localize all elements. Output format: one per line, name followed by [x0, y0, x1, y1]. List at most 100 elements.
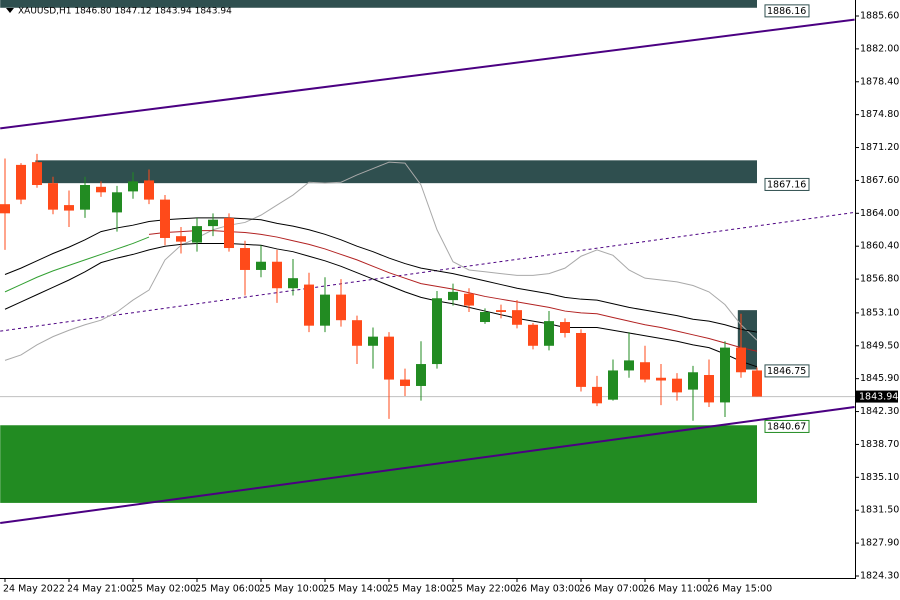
zone: [35, 160, 757, 184]
candle-body: [128, 181, 138, 192]
x-tick-label: 26 May 15:00: [707, 584, 772, 595]
candle-body: [528, 324, 538, 346]
candle-body: [624, 360, 634, 371]
y-tick-label: 1867.60: [860, 175, 899, 186]
candle-body: [112, 192, 122, 213]
y-tick-label: 1842.30: [860, 406, 899, 417]
candle-body: [64, 205, 74, 211]
y-tick-label: 1845.90: [860, 373, 899, 384]
candle-body: [656, 377, 666, 381]
price-label-box: [764, 364, 810, 378]
y-tick-label: 1874.80: [860, 109, 899, 120]
candle-body: [464, 293, 474, 306]
zone: [0, 0, 757, 8]
y-tick-label: 1882.00: [860, 43, 899, 54]
candle-body: [176, 236, 186, 242]
candle-body: [448, 291, 458, 301]
candle-body: [272, 261, 282, 289]
y-tick-label: 1831.50: [860, 505, 899, 516]
candle-body: [752, 370, 762, 397]
candle-body: [288, 278, 298, 289]
candle-body: [512, 310, 522, 325]
candle-body: [480, 311, 490, 323]
candle-body: [560, 322, 570, 333]
price-label: 1846.75: [767, 366, 806, 377]
y-tick-label: 1860.40: [860, 241, 899, 252]
candle-body: [432, 298, 442, 365]
candle-body: [672, 378, 682, 393]
y-tick-label: 1878.40: [860, 76, 899, 87]
price-label-box: [764, 177, 810, 191]
chart-title: XAUUSD,H1 1846.80 1847.12 1843.94 1843.9…: [18, 7, 232, 17]
y-tick-label: 1835.10: [860, 472, 899, 483]
price-label-box: [764, 4, 810, 18]
candle-body: [416, 364, 426, 386]
candle-body: [720, 347, 730, 403]
candle-body: [240, 248, 250, 270]
x-tick-label: 25 May 06:00: [195, 584, 260, 595]
menu-arrow[interactable]: [6, 8, 14, 13]
indicator-line: [4, 236, 150, 293]
x-tick-label: 24 May 21:00: [67, 584, 132, 595]
candle-body: [336, 294, 346, 321]
indicator-line: [4, 242, 758, 368]
candle-body: [144, 180, 154, 200]
current-price-label: 1843.94: [859, 392, 898, 403]
x-tick-label: 25 May 14:00: [323, 584, 388, 595]
x-tick-label: 26 May 11:00: [643, 584, 708, 595]
current-price-box: [856, 390, 898, 403]
x-tick-label: 25 May 10:00: [259, 584, 324, 595]
candle-body: [16, 164, 26, 200]
y-tick-label: 1838.70: [860, 439, 899, 450]
candle-body: [80, 184, 90, 210]
x-tick-label: 25 May 22:00: [451, 584, 516, 595]
candle-body: [208, 219, 218, 227]
candle-body: [0, 204, 10, 214]
candle-body: [608, 370, 618, 400]
candle-body: [320, 294, 330, 326]
price-label-box: [764, 419, 810, 433]
trend-line: [0, 405, 855, 524]
candle-body: [704, 375, 714, 403]
candle-body: [640, 362, 650, 380]
candle-body: [384, 336, 394, 380]
candle-body: [400, 379, 410, 386]
plot-area: [0, 0, 855, 524]
candle-body: [256, 261, 266, 270]
candle-body: [592, 386, 602, 404]
y-tick-label: 1849.50: [860, 340, 899, 351]
indicator-line: [4, 161, 758, 361]
trend-line: [0, 18, 855, 130]
price-label: 1886.16: [767, 6, 806, 17]
candle-body: [48, 183, 58, 210]
candle-body: [688, 372, 698, 390]
candle-body: [368, 336, 378, 346]
candle-body: [160, 199, 170, 238]
y-tick-label: 1827.90: [860, 538, 899, 549]
x-tick-label: 25 May 02:00: [131, 584, 196, 595]
y-tick-label: 1885.60: [860, 10, 899, 21]
candle-body: [352, 320, 362, 346]
candle-body: [192, 226, 202, 243]
x-tick-label: 25 May 18:00: [387, 584, 452, 595]
zone: [0, 425, 757, 503]
y-tick-label: 1864.00: [860, 208, 899, 219]
y-tick-label: 1853.10: [860, 307, 899, 318]
candle-body: [576, 332, 586, 387]
candle-body: [736, 347, 746, 373]
candle-body: [496, 310, 506, 312]
candle-body: [304, 284, 314, 326]
price-label: 1840.67: [767, 421, 806, 432]
y-tick-label: 1856.80: [860, 274, 899, 285]
candle-body: [96, 186, 106, 193]
x-tick-label: 24 May 2022: [3, 584, 65, 595]
candle-body: [32, 162, 42, 185]
candle-body: [544, 321, 554, 346]
x-tick-label: 26 May 07:00: [579, 584, 644, 595]
price-label: 1867.16: [767, 179, 806, 190]
y-tick-label: 1871.20: [860, 142, 899, 153]
y-tick-label: 1824.30: [860, 570, 899, 581]
x-tick-label: 26 May 03:00: [515, 584, 580, 595]
candle-body: [224, 217, 234, 249]
